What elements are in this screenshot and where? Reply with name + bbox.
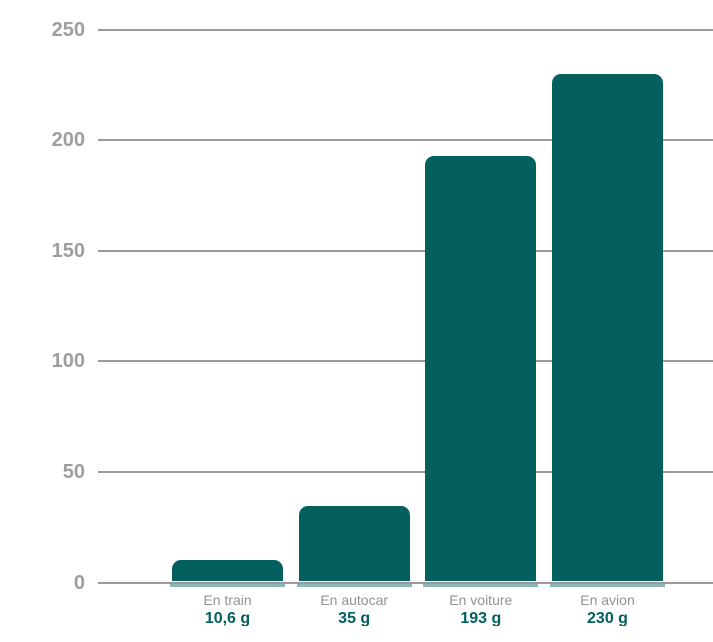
y-tick-label-0: 0 (73, 571, 85, 594)
x-label-group-4: En avion 230 g (544, 592, 671, 626)
x-label-group-3: En voiture 193 g (417, 592, 544, 626)
value-label: 35 g (338, 610, 371, 626)
bar-foot-shadow (550, 583, 665, 587)
value-label: 230 g (587, 610, 628, 626)
bar-en-train (172, 559, 283, 582)
value-label: 193 g (460, 610, 502, 626)
value-label: 10,6 g (204, 610, 251, 626)
bar-en-avion (552, 74, 663, 582)
y-tick-label-250: 250 (51, 18, 85, 41)
gridline-y-250 (98, 28, 713, 31)
y-tick-label-100: 100 (51, 350, 85, 373)
x-label-group-2: En autocar 35 g (291, 592, 418, 626)
bar-foot-shadow (423, 583, 539, 587)
category-label: En avion (580, 592, 635, 608)
bar-foot-shadow (170, 583, 285, 587)
y-tick-label-200: 200 (51, 129, 85, 152)
category-label: En voiture (449, 592, 513, 608)
gridline-y-150 (98, 249, 713, 252)
y-tick-label-150: 150 (51, 239, 85, 262)
x-axis-baseline (98, 581, 713, 584)
bar-foot-shadow (296, 583, 412, 587)
gridline-y-100 (98, 360, 713, 363)
gridline-y-50 (98, 470, 713, 473)
category-label: En train (203, 592, 252, 608)
category-label: En autocar (320, 592, 389, 608)
bar-en-voiture (425, 156, 537, 582)
bar-en-autocar (298, 505, 410, 582)
x-label-group-1: En train 10,6 g (164, 592, 291, 626)
y-tick-label-50: 50 (62, 460, 85, 483)
gridline-y-200 (98, 139, 713, 142)
co2-emissions-bar-chart: 0 50 100 150 200 250 En train 10,6 g En autocar… (40, 16, 713, 626)
